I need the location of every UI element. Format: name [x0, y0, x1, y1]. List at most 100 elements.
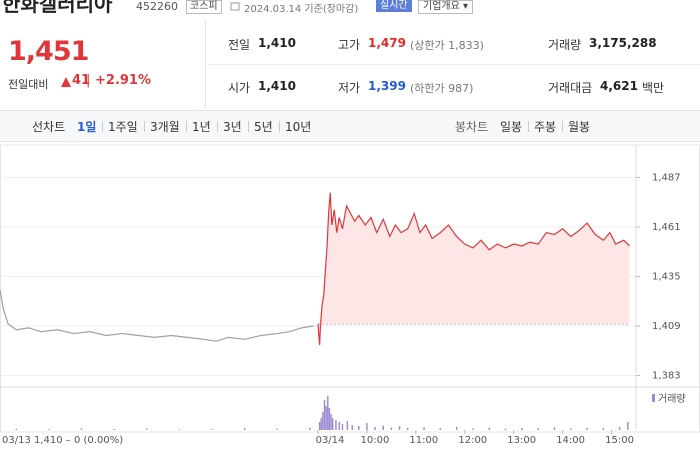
period-tab[interactable]: 1주일	[108, 120, 138, 134]
x-tick-label: 14:00	[556, 435, 585, 446]
stat-label: 거래량	[548, 38, 582, 52]
volume-bar	[406, 428, 409, 430]
volume-bar	[80, 428, 83, 430]
divider	[205, 64, 700, 65]
volume-bar	[472, 428, 474, 430]
volume-bar	[322, 412, 324, 430]
volume-bar	[328, 408, 331, 430]
volume-bar	[488, 427, 490, 430]
change-label: 전일대비	[8, 78, 49, 91]
y-tick-label: 1,435	[652, 271, 681, 282]
tab-separator	[528, 121, 529, 132]
volume-bar	[439, 428, 442, 430]
footer-label: 03/13 1,410 – 0 (0.00%)	[2, 435, 123, 446]
stat-label: 전일	[228, 38, 251, 52]
tab-separator	[102, 121, 103, 132]
volume-legend: 거래량	[658, 393, 686, 405]
period-tab[interactable]: 1년	[192, 120, 211, 134]
period-tab[interactable]: 3년	[223, 120, 242, 134]
stat-label: 거래대금	[548, 81, 593, 95]
change-pct: +2.91%	[95, 73, 151, 88]
stock-name: 한화갤러리아	[2, 0, 113, 16]
change-sep: |	[86, 73, 91, 88]
volume-bar	[351, 425, 353, 430]
stat-value: 4,621	[600, 79, 638, 93]
stat-value: 3,175,288	[589, 36, 657, 50]
volume-bar	[323, 400, 326, 430]
volume-bar	[48, 429, 50, 430]
x-tick-label: 03/14	[316, 435, 345, 446]
volume-bar	[320, 418, 322, 430]
up-arrow	[61, 77, 71, 87]
y-tick-label: 1,461	[652, 222, 681, 233]
volume-bar	[602, 428, 605, 430]
tab-separator	[217, 121, 218, 132]
volume-bar	[318, 422, 321, 430]
volume-bar	[398, 426, 401, 430]
period-tab[interactable]: 3개월	[150, 120, 180, 134]
period-tab[interactable]: 5년	[254, 120, 273, 134]
tab-separator	[186, 121, 187, 132]
stat-label: 시가	[228, 81, 251, 95]
volume-bar	[374, 427, 376, 430]
volume-bar	[276, 428, 278, 430]
stat-value: 1,410	[258, 36, 296, 50]
volume-bar	[309, 427, 311, 430]
tab-bar: 선차트 1일 1주일 3개월 1년 3년 5년 10년 봉차트 일봉 주봉 월봉	[0, 110, 700, 142]
stat-value: 1,479	[368, 36, 406, 50]
period-tab[interactable]: 10년	[285, 120, 312, 134]
stat-label: 저가	[338, 81, 361, 95]
stock-code: 452260	[136, 0, 178, 13]
period-tab[interactable]: 주봉	[534, 120, 557, 134]
volume-bar	[178, 429, 181, 430]
realtime-button[interactable]: 실시간	[376, 0, 412, 12]
calendar-icon	[230, 2, 240, 11]
volume-bar	[15, 428, 18, 430]
volume-bar	[390, 427, 393, 430]
tab-label: 봉차트	[455, 120, 489, 134]
volume-bar	[338, 422, 340, 430]
period-tab[interactable]: 1일	[77, 120, 97, 134]
volume-bar	[341, 424, 344, 430]
change: 41	[72, 73, 91, 88]
company-button-label: 기업개요	[423, 1, 460, 12]
volume-bar	[423, 427, 425, 430]
x-tick-label: 10:00	[361, 435, 390, 446]
date: 2024.03.14 기준(장마감)	[244, 4, 359, 15]
tab-separator	[562, 121, 563, 132]
stat-label: 고가	[338, 38, 361, 52]
volume-bar	[537, 428, 539, 430]
volume-bar	[521, 428, 523, 430]
volume-bar	[382, 425, 384, 430]
period-tab[interactable]: 일봉	[500, 120, 523, 134]
period-tab[interactable]: 월봉	[568, 120, 591, 134]
volume-bar	[455, 426, 458, 430]
volume-bar	[627, 422, 629, 430]
stat-note: (상한가 1,833)	[410, 39, 484, 52]
volume-bar	[327, 396, 329, 430]
area-fill	[318, 192, 630, 345]
market-tag: 코스피	[186, 0, 222, 14]
stat-note: (하한가 987)	[410, 82, 474, 95]
volume-bar	[113, 429, 115, 430]
company-button[interactable]: 기업개요 ▾	[418, 0, 474, 14]
volume-bar	[146, 428, 148, 430]
tab-separator	[248, 121, 249, 132]
stat-value: 1,399	[368, 79, 406, 93]
volume-bar	[358, 426, 360, 430]
x-tick-label: 13:00	[507, 435, 536, 446]
price-line	[0, 289, 315, 342]
x-tick-label: 15:00	[605, 435, 634, 446]
volume-bar	[325, 406, 327, 430]
volume-legend-swatch	[652, 394, 655, 402]
volume-bar	[504, 428, 507, 430]
y-tick-label: 1,487	[652, 172, 681, 183]
volume-bar	[243, 428, 246, 430]
tab-label: 선차트	[32, 120, 66, 134]
volume-bar	[586, 427, 588, 430]
tab-separator	[144, 121, 145, 132]
stat-value: 1,410	[258, 79, 296, 93]
volume-bar	[335, 420, 337, 430]
